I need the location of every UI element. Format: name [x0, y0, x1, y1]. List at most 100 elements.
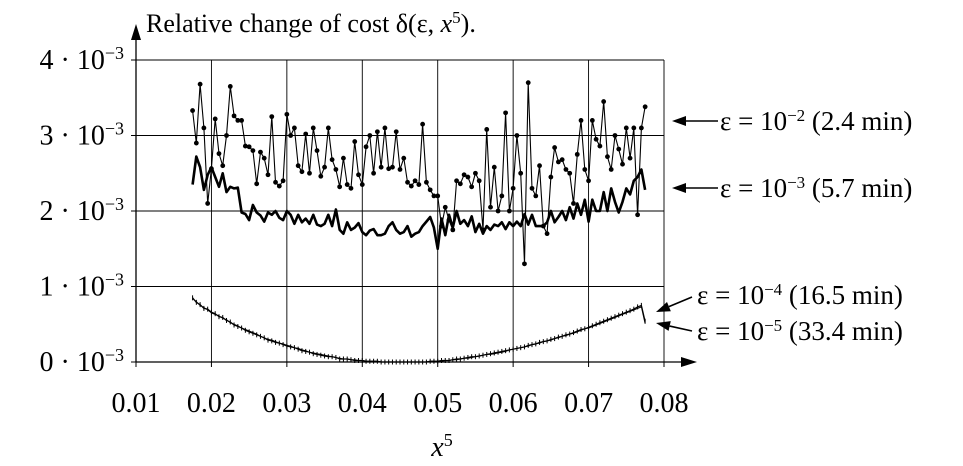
- series-line: [192, 298, 646, 363]
- data-point: [552, 145, 558, 150]
- series-label-arrowhead: [656, 321, 671, 331]
- data-point: [280, 178, 286, 184]
- data-point: [344, 182, 350, 187]
- series-label-exponent: −4: [764, 280, 783, 299]
- data-point: [254, 181, 260, 187]
- data-point: [469, 184, 475, 190]
- series-line: [192, 82, 646, 265]
- data-point: [337, 184, 343, 190]
- data-point: [390, 164, 395, 170]
- chart-title-suffix: ).: [461, 9, 476, 38]
- data-point: [529, 185, 535, 191]
- data-point: [314, 148, 320, 154]
- y-tick-exponent: −3: [105, 194, 124, 214]
- tick-labels: 0.01 0.02 0.03 0.04 0.05 0.06 0.07 0.080 · 10−3…: [40, 8, 689, 464]
- data-point: [412, 178, 418, 184]
- series-layer: [190, 80, 648, 365]
- chart-title-superscript: 5: [452, 8, 461, 27]
- series-label-lhs: ε = 10: [720, 106, 787, 136]
- series-label-time: (2.4 min): [805, 106, 912, 136]
- data-point: [374, 129, 380, 135]
- y-tick-mantissa: 1 · 10: [40, 272, 105, 303]
- data-point: [488, 204, 493, 210]
- data-point: [499, 193, 505, 199]
- data-point: [574, 151, 580, 157]
- data-point: [635, 212, 640, 218]
- data-point: [265, 172, 271, 178]
- x-tick-label: 0.04: [338, 388, 387, 419]
- data-point: [503, 110, 508, 116]
- data-point: [461, 172, 467, 178]
- data-point: [476, 178, 482, 184]
- data-point: [548, 174, 554, 180]
- data-point: [363, 144, 369, 150]
- data-point: [356, 172, 361, 178]
- data-point: [190, 108, 195, 113]
- series-label-arrowhead: [672, 183, 686, 193]
- data-point: [269, 114, 275, 120]
- data-point: [605, 154, 610, 160]
- y-tick-label: 0 · 10−3: [40, 345, 124, 378]
- x-axis-arrowhead: [681, 357, 697, 367]
- series-label-arrow: [668, 296, 693, 308]
- data-point: [597, 143, 603, 149]
- data-point: [420, 121, 426, 127]
- chart-title-variable: x: [440, 9, 453, 38]
- data-point: [318, 173, 324, 179]
- data-point: [224, 133, 229, 138]
- x-tick-label: 0.08: [640, 388, 689, 419]
- data-point: [325, 125, 331, 131]
- data-point: [235, 118, 241, 123]
- data-point: [307, 170, 312, 176]
- data-point: [450, 227, 456, 233]
- y-tick-mantissa: 0 · 10: [40, 347, 105, 378]
- data-point: [401, 155, 407, 161]
- x-tick-label: 0.03: [262, 388, 311, 419]
- series-label: ε = 10−3 (5.7 min): [720, 173, 912, 204]
- data-point: [405, 179, 410, 185]
- y-tick-exponent: −3: [105, 270, 124, 290]
- data-point: [578, 118, 584, 123]
- data-point: [393, 129, 399, 135]
- data-point: [435, 193, 441, 199]
- y-tick-label: 2 · 10−3: [40, 194, 124, 227]
- data-point: [442, 204, 448, 210]
- y-tick-label: 4 · 10−3: [40, 43, 124, 76]
- series-4: [192, 298, 646, 363]
- x-axis-label-superscript: 5: [444, 430, 453, 450]
- data-point: [322, 164, 327, 170]
- y-tick-exponent: −3: [105, 43, 124, 63]
- data-point: [382, 125, 388, 131]
- x-tick-label: 0.07: [564, 388, 613, 419]
- data-point: [239, 118, 245, 123]
- data-point: [559, 157, 565, 163]
- data-point: [352, 139, 358, 144]
- data-point: [582, 167, 588, 172]
- data-point: [193, 140, 199, 146]
- y-tick-mantissa: 4 · 10: [40, 45, 105, 76]
- data-point: [620, 161, 625, 167]
- data-point: [593, 136, 599, 142]
- series-label-exponent: −2: [787, 106, 805, 125]
- data-point: [642, 104, 648, 110]
- series-label: ε = 10−2 (2.4 min): [720, 106, 912, 137]
- data-point: [329, 157, 335, 163]
- y-axis-arrowhead: [131, 24, 141, 40]
- grid-lines: [136, 59, 665, 362]
- data-point: [616, 146, 622, 152]
- data-point: [525, 80, 531, 86]
- series-3: [192, 295, 646, 365]
- chart-title: Relative change of cost δ(ε, x5).: [146, 8, 476, 39]
- x-axis-label-variable: x: [430, 432, 444, 463]
- data-point: [454, 178, 459, 184]
- series-label-arrow: [669, 325, 693, 332]
- data-point: [514, 133, 520, 138]
- data-point: [586, 178, 591, 184]
- data-point: [261, 155, 267, 161]
- data-point: [205, 201, 211, 206]
- series-label-time: (5.7 min): [805, 173, 912, 203]
- series-label-time: (16.5 min): [782, 280, 903, 310]
- data-point: [424, 179, 429, 185]
- data-point: [608, 167, 614, 172]
